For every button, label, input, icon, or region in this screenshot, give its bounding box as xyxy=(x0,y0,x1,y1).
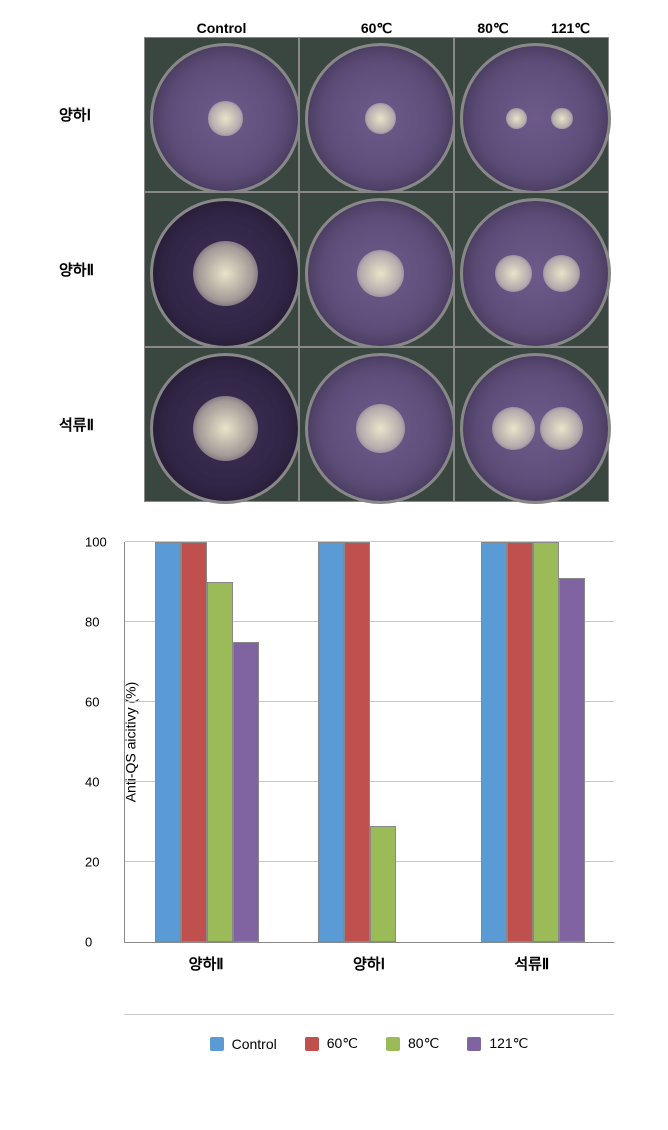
y-tick: 20 xyxy=(85,855,99,870)
inhibition-halo xyxy=(365,103,396,134)
dish-cell xyxy=(454,37,609,192)
inhibition-halo xyxy=(543,255,580,292)
row-label: 양하Ⅱ xyxy=(59,259,144,280)
bar xyxy=(155,542,181,942)
inhibition-halo xyxy=(506,108,528,130)
bar xyxy=(344,542,370,942)
inhibition-halo xyxy=(495,255,532,292)
bar xyxy=(370,826,396,942)
petri-dish xyxy=(460,198,612,350)
panel-row: 양하Ⅱ xyxy=(59,192,609,347)
legend-swatch xyxy=(467,1037,481,1051)
inhibition-halo xyxy=(356,404,406,454)
inhibition-halo xyxy=(193,241,258,306)
bar xyxy=(481,542,507,942)
legend-label: 121℃ xyxy=(489,1035,528,1052)
x-label: 양하Ⅰ xyxy=(353,953,385,974)
legend-item: Control xyxy=(210,1035,277,1052)
legend-label: 60℃ xyxy=(327,1035,358,1052)
dish-cell xyxy=(144,192,299,347)
inhibition-halo xyxy=(208,101,242,135)
petri-dish-panel: Control60℃80℃121℃ 양하Ⅰ 양하Ⅱ 석류Ⅱ xyxy=(59,20,609,502)
bar xyxy=(233,642,259,942)
inhibition-halo xyxy=(540,407,583,450)
petri-dish xyxy=(150,43,302,195)
petri-dish xyxy=(460,353,612,505)
bar xyxy=(559,578,585,942)
y-tick: 40 xyxy=(85,775,99,790)
row-label: 양하Ⅰ xyxy=(59,104,144,125)
chart-plot-area: Anti-QS aicitivy (%) 020406080100 xyxy=(124,542,614,943)
y-tick: 0 xyxy=(85,935,92,950)
dish-cell xyxy=(299,192,454,347)
y-tick: 100 xyxy=(85,535,107,550)
bar xyxy=(318,542,344,942)
row-label: 석류Ⅱ xyxy=(59,414,144,435)
bar xyxy=(507,542,533,942)
legend-swatch xyxy=(210,1037,224,1051)
x-label: 양하Ⅱ xyxy=(189,953,224,974)
panel-row: 석류Ⅱ xyxy=(59,347,609,502)
petri-dish xyxy=(305,198,457,350)
chart-legend: Control 60℃ 80℃ 121℃ xyxy=(124,1014,614,1052)
dish-cell xyxy=(454,347,609,502)
bar xyxy=(207,582,233,942)
panel-row: 양하Ⅰ xyxy=(59,37,609,192)
bar xyxy=(181,542,207,942)
inhibition-halo xyxy=(551,108,573,130)
legend-item: 80℃ xyxy=(386,1035,439,1052)
y-tick: 80 xyxy=(85,615,99,630)
legend-swatch xyxy=(305,1037,319,1051)
dish-cell xyxy=(144,347,299,502)
dish-cell xyxy=(454,192,609,347)
column-header: 60℃ xyxy=(299,20,454,37)
bar-group xyxy=(318,542,422,942)
y-tick: 60 xyxy=(85,695,99,710)
dish-cell xyxy=(299,37,454,192)
petri-dish xyxy=(305,43,457,195)
legend-item: 60℃ xyxy=(305,1035,358,1052)
inhibition-halo xyxy=(357,250,404,297)
petri-dish xyxy=(150,198,302,350)
dish-cell xyxy=(144,37,299,192)
column-headers-row: Control60℃80℃121℃ xyxy=(144,20,609,37)
petri-dish xyxy=(460,43,612,195)
column-header: 80℃ xyxy=(454,20,532,37)
bars-area xyxy=(125,542,614,942)
petri-dish xyxy=(150,353,302,505)
panel-grid: 양하Ⅰ 양하Ⅱ 석류Ⅱ xyxy=(59,37,609,502)
legend-swatch xyxy=(386,1037,400,1051)
inhibition-halo xyxy=(193,396,258,461)
x-axis-labels: 양하Ⅱ 양하Ⅰ 석류Ⅱ xyxy=(124,953,614,974)
bar-group xyxy=(481,542,585,942)
bar-chart: Anti-QS aicitivy (%) 020406080100 양하Ⅱ 양하Ⅰ… xyxy=(54,542,614,1052)
inhibition-halo xyxy=(492,407,535,450)
legend-label: Control xyxy=(232,1036,277,1052)
x-label: 석류Ⅱ xyxy=(514,953,549,974)
legend-label: 80℃ xyxy=(408,1035,439,1052)
petri-dish xyxy=(305,353,457,505)
bar xyxy=(533,542,559,942)
legend-item: 121℃ xyxy=(467,1035,528,1052)
dish-cell xyxy=(299,347,454,502)
column-header: Control xyxy=(144,20,299,37)
column-header: 121℃ xyxy=(532,20,609,37)
bar-group xyxy=(155,542,259,942)
